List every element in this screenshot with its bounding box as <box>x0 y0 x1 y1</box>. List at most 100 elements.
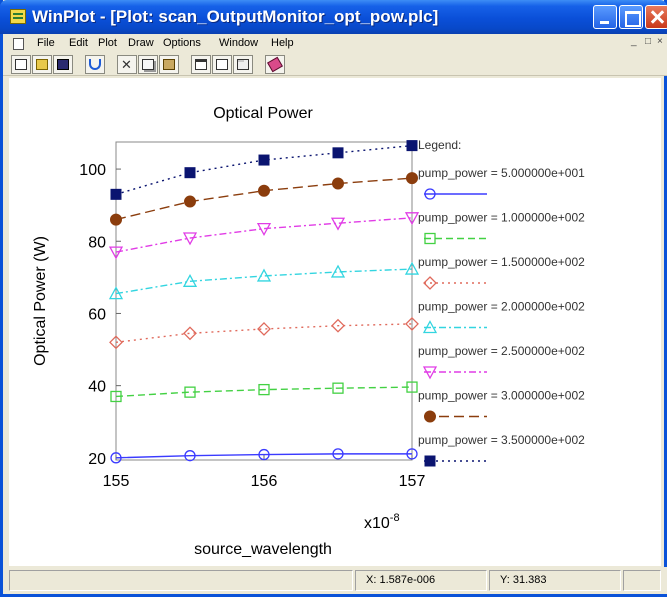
mdi-restore-icon[interactable]: □ <box>645 36 652 47</box>
series-3 <box>109 317 419 350</box>
data-point <box>184 195 196 208</box>
series-7 <box>110 140 418 200</box>
legend-label: pump_power = 1.500000e+002 <box>418 255 585 269</box>
data-point <box>332 177 344 190</box>
data-point <box>332 147 344 159</box>
maximize-button[interactable] <box>619 5 643 29</box>
menu-window[interactable]: Window <box>219 37 259 49</box>
chart-icon <box>216 59 228 70</box>
legend-label: pump_power = 3.000000e+002 <box>418 389 585 403</box>
scale-button[interactable]: ⋯ <box>233 55 253 74</box>
paste-icon <box>163 59 175 70</box>
data-point <box>184 167 196 179</box>
save-icon <box>57 59 69 70</box>
menu-file[interactable]: File <box>37 37 55 49</box>
x-axis-label: source_wavelength <box>194 541 332 558</box>
x-axis: 155 156 157 <box>103 455 426 490</box>
menu-plot[interactable]: Plot <box>98 37 117 49</box>
window-button[interactable] <box>191 55 211 74</box>
series-line <box>115 177 413 221</box>
toolbar: ✕ ⋯ <box>3 54 667 76</box>
eraser-icon <box>267 56 283 73</box>
legend-label: pump_power = 2.000000e+002 <box>418 300 585 314</box>
series-2 <box>110 381 418 403</box>
menu-options[interactable]: Options <box>163 37 201 49</box>
menu-draw[interactable]: Draw <box>128 37 154 49</box>
open-icon <box>36 59 48 70</box>
y-tick-label: 40 <box>88 379 106 396</box>
close-button[interactable] <box>645 5 667 29</box>
data-point <box>256 222 272 236</box>
legend-marker <box>422 366 438 380</box>
data-point <box>184 386 196 398</box>
open-button[interactable] <box>32 55 52 74</box>
legend-label: pump_power = 3.500000e+002 <box>418 433 585 447</box>
new-button[interactable] <box>11 55 31 74</box>
data-point <box>332 448 344 460</box>
data-point <box>110 188 122 200</box>
minimize-button[interactable] <box>593 5 617 29</box>
status-bar: X: 1.587e-006 Y: 31.383 <box>3 567 667 594</box>
series-6 <box>110 172 418 226</box>
legend-marker <box>424 455 436 467</box>
data-point <box>257 322 271 336</box>
series-line <box>115 386 413 398</box>
x-coordinate: X: 1.587e-006 <box>355 570 487 591</box>
data-point <box>108 286 124 300</box>
data-point <box>404 261 420 275</box>
menu-bar: File Edit Plot Draw Options Window Help … <box>3 34 667 54</box>
document-icon[interactable] <box>13 38 24 50</box>
data-point <box>110 390 122 403</box>
legend-marker <box>423 276 437 290</box>
menu-edit[interactable]: Edit <box>69 37 88 49</box>
data-point <box>404 212 420 226</box>
undo-button[interactable] <box>85 55 105 74</box>
data-point <box>331 318 345 333</box>
y-coordinate: Y: 31.383 <box>489 570 621 591</box>
cut-icon: ✕ <box>121 57 132 72</box>
y-tick-label: 20 <box>88 451 106 468</box>
legend-marker <box>424 410 436 423</box>
x-multiplier: x10-8 <box>364 512 400 532</box>
window-title: WinPlot - [Plot: scan_OutputMonitor_opt_… <box>32 7 439 26</box>
plot-area[interactable]: Optical Power 20 40 60 80 100 155 156 157 x10-… <box>9 78 661 566</box>
data-point <box>110 213 122 226</box>
paste-button[interactable] <box>159 55 179 74</box>
chart-title: Optical Power <box>213 105 313 122</box>
mdi-minimize-icon[interactable]: _ <box>631 36 637 47</box>
scale-icon: ⋯ <box>237 59 249 70</box>
x-tick-label: 156 <box>251 473 278 490</box>
optical-power-chart[interactable]: Optical Power 20 40 60 80 100 155 156 157 x10-… <box>9 78 661 566</box>
mdi-close-icon[interactable]: × <box>657 36 663 47</box>
data-point <box>110 452 122 464</box>
chart-button[interactable] <box>212 55 232 74</box>
data-point <box>258 154 270 166</box>
x-tick-label: 157 <box>399 473 426 490</box>
data-point <box>182 273 198 287</box>
data-series <box>108 140 420 464</box>
winplot-app-icon[interactable] <box>10 9 26 24</box>
data-point <box>406 448 418 460</box>
data-point <box>330 264 346 278</box>
y-tick-label: 100 <box>79 162 106 179</box>
copy-button[interactable] <box>138 55 158 74</box>
cut-button[interactable]: ✕ <box>117 55 137 74</box>
x-multiplier-label: x10 <box>364 515 390 532</box>
data-point <box>405 317 419 331</box>
status-extra <box>623 570 661 591</box>
data-point <box>109 335 123 350</box>
series-5 <box>108 212 420 260</box>
series-4 <box>108 261 420 300</box>
legend-label: pump_power = 5.000000e+001 <box>418 166 585 180</box>
data-point <box>258 184 270 197</box>
data-point <box>182 232 198 246</box>
menu-help[interactable]: Help <box>271 37 294 49</box>
save-button[interactable] <box>53 55 73 74</box>
undo-icon <box>89 59 101 70</box>
series-line <box>115 453 412 459</box>
y-axis-label: Optical Power (W) <box>32 236 49 366</box>
eraser-button[interactable] <box>265 55 285 74</box>
series-line <box>115 268 413 295</box>
title-bar[interactable]: WinPlot - [Plot: scan_OutputMonitor_opt_… <box>0 0 667 34</box>
